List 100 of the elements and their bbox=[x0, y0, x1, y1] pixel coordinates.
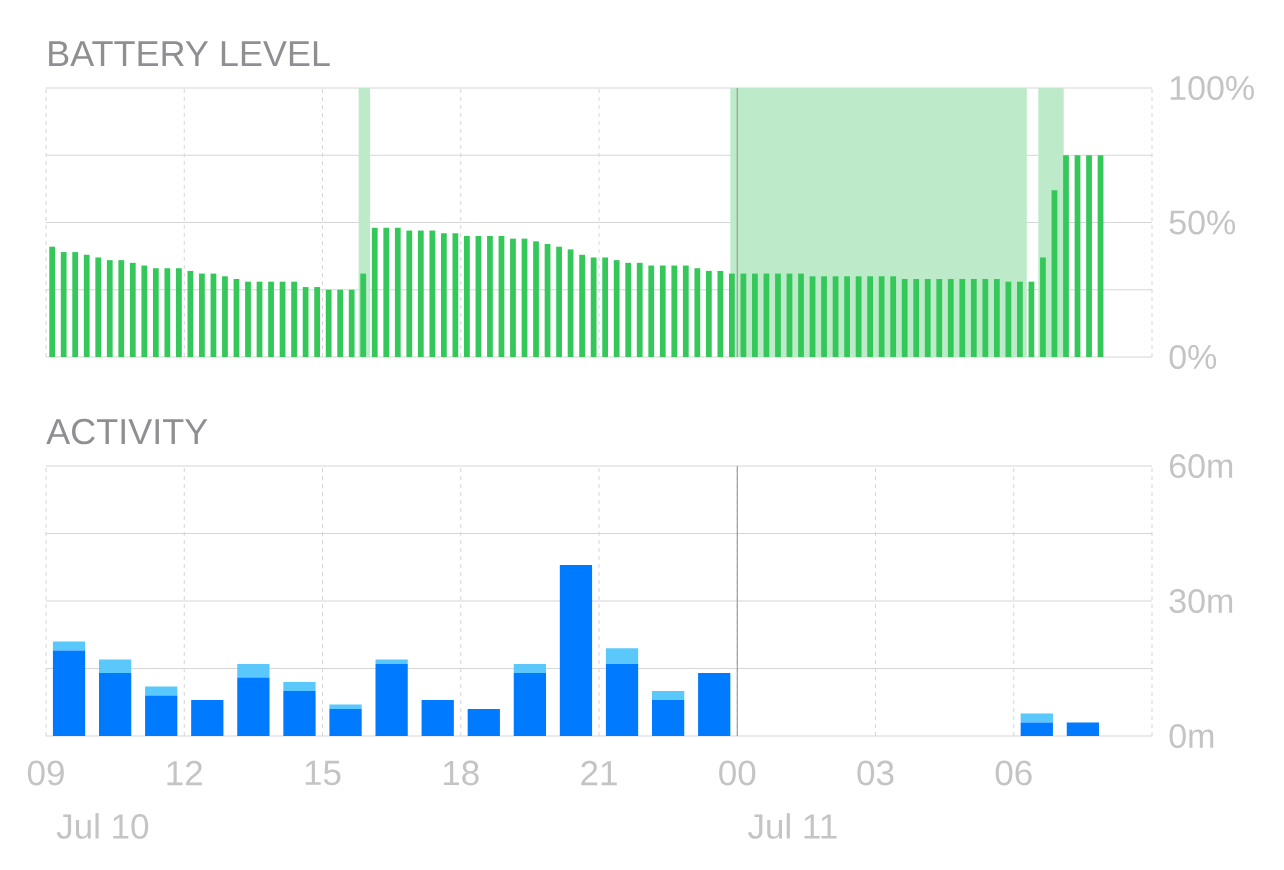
bar bbox=[1020, 713, 1053, 723]
bar bbox=[625, 262, 632, 357]
bar bbox=[821, 276, 827, 357]
y-tick-label: 0m bbox=[1169, 723, 1214, 749]
bar bbox=[1066, 722, 1100, 736]
bar bbox=[1086, 155, 1092, 357]
bar bbox=[191, 700, 224, 736]
bar bbox=[325, 289, 332, 357]
bar bbox=[375, 659, 408, 664]
bar bbox=[49, 246, 56, 357]
bar bbox=[145, 686, 178, 696]
bar bbox=[698, 673, 731, 736]
bar bbox=[72, 252, 79, 357]
bar bbox=[878, 276, 885, 357]
bar bbox=[682, 265, 689, 357]
bar bbox=[99, 659, 132, 673]
bar bbox=[890, 276, 897, 357]
bar bbox=[602, 257, 609, 357]
bar bbox=[268, 281, 274, 357]
bar bbox=[533, 241, 539, 357]
bar bbox=[1017, 281, 1023, 357]
bar bbox=[118, 260, 125, 357]
x-tick-label: 21 bbox=[581, 760, 617, 786]
bar bbox=[652, 700, 685, 736]
chart-title: ACTIVITY bbox=[46, 418, 208, 445]
bar bbox=[936, 278, 943, 357]
bar bbox=[556, 246, 562, 357]
bar bbox=[106, 260, 113, 357]
bar bbox=[970, 278, 977, 357]
bar bbox=[52, 641, 86, 651]
bar bbox=[487, 235, 493, 357]
bar bbox=[993, 278, 1000, 357]
bar bbox=[1020, 722, 1053, 736]
bar bbox=[959, 278, 966, 357]
bar bbox=[590, 257, 597, 357]
bar bbox=[375, 664, 408, 736]
bar bbox=[464, 235, 470, 357]
y-tick-label: 100% bbox=[1170, 75, 1254, 101]
y-tick-label: 50% bbox=[1169, 210, 1236, 235]
bar bbox=[245, 281, 251, 357]
bar bbox=[99, 673, 132, 736]
bar bbox=[145, 695, 178, 736]
bar bbox=[636, 262, 643, 357]
bar bbox=[337, 289, 344, 357]
bar bbox=[283, 691, 316, 736]
bar bbox=[605, 664, 639, 736]
bar bbox=[659, 265, 666, 357]
bar bbox=[141, 265, 148, 357]
bar bbox=[237, 677, 270, 736]
bar bbox=[671, 265, 678, 357]
chart-title: BATTERY LEVEL bbox=[49, 41, 330, 66]
bar bbox=[164, 268, 171, 357]
bar bbox=[901, 278, 908, 357]
bar bbox=[559, 565, 593, 736]
bar bbox=[52, 650, 86, 736]
bar bbox=[129, 262, 136, 357]
bar bbox=[924, 278, 931, 357]
x-tick-label: 06 bbox=[995, 760, 1032, 786]
bar bbox=[775, 273, 781, 357]
bar bbox=[1063, 155, 1069, 357]
bar bbox=[867, 276, 874, 357]
bar bbox=[83, 254, 90, 357]
bar bbox=[421, 700, 454, 736]
bar bbox=[329, 709, 362, 736]
bar bbox=[729, 273, 735, 357]
bar bbox=[947, 278, 954, 357]
x-tick-label: 09 bbox=[27, 760, 64, 786]
bar bbox=[60, 252, 67, 357]
bar bbox=[152, 268, 159, 357]
bar bbox=[222, 276, 228, 357]
bar bbox=[705, 270, 712, 357]
bar bbox=[513, 673, 547, 736]
bar bbox=[314, 287, 321, 357]
ref-line-label: Jul 11 bbox=[748, 813, 837, 839]
bar bbox=[605, 648, 639, 664]
bar bbox=[648, 265, 655, 357]
bar bbox=[652, 691, 685, 700]
bar bbox=[1040, 257, 1046, 357]
bar bbox=[394, 227, 401, 357]
bar bbox=[406, 230, 413, 357]
bar bbox=[291, 281, 297, 357]
bar bbox=[717, 270, 724, 357]
bar bbox=[694, 268, 701, 357]
bar bbox=[348, 289, 355, 357]
bar bbox=[510, 238, 516, 357]
bar bbox=[440, 233, 447, 357]
bar bbox=[579, 254, 585, 357]
bar bbox=[383, 227, 390, 357]
bar bbox=[752, 273, 758, 357]
bar bbox=[329, 704, 362, 709]
bar bbox=[283, 682, 316, 691]
bar bbox=[798, 273, 804, 357]
bar bbox=[452, 233, 459, 357]
bar bbox=[95, 257, 102, 357]
x-tick-label: 18 bbox=[443, 760, 479, 786]
bar bbox=[360, 273, 367, 357]
text: Jul 10 bbox=[56, 813, 149, 839]
bar bbox=[513, 664, 547, 673]
y-tick-label: 0% bbox=[1169, 344, 1217, 370]
bar bbox=[913, 278, 920, 357]
